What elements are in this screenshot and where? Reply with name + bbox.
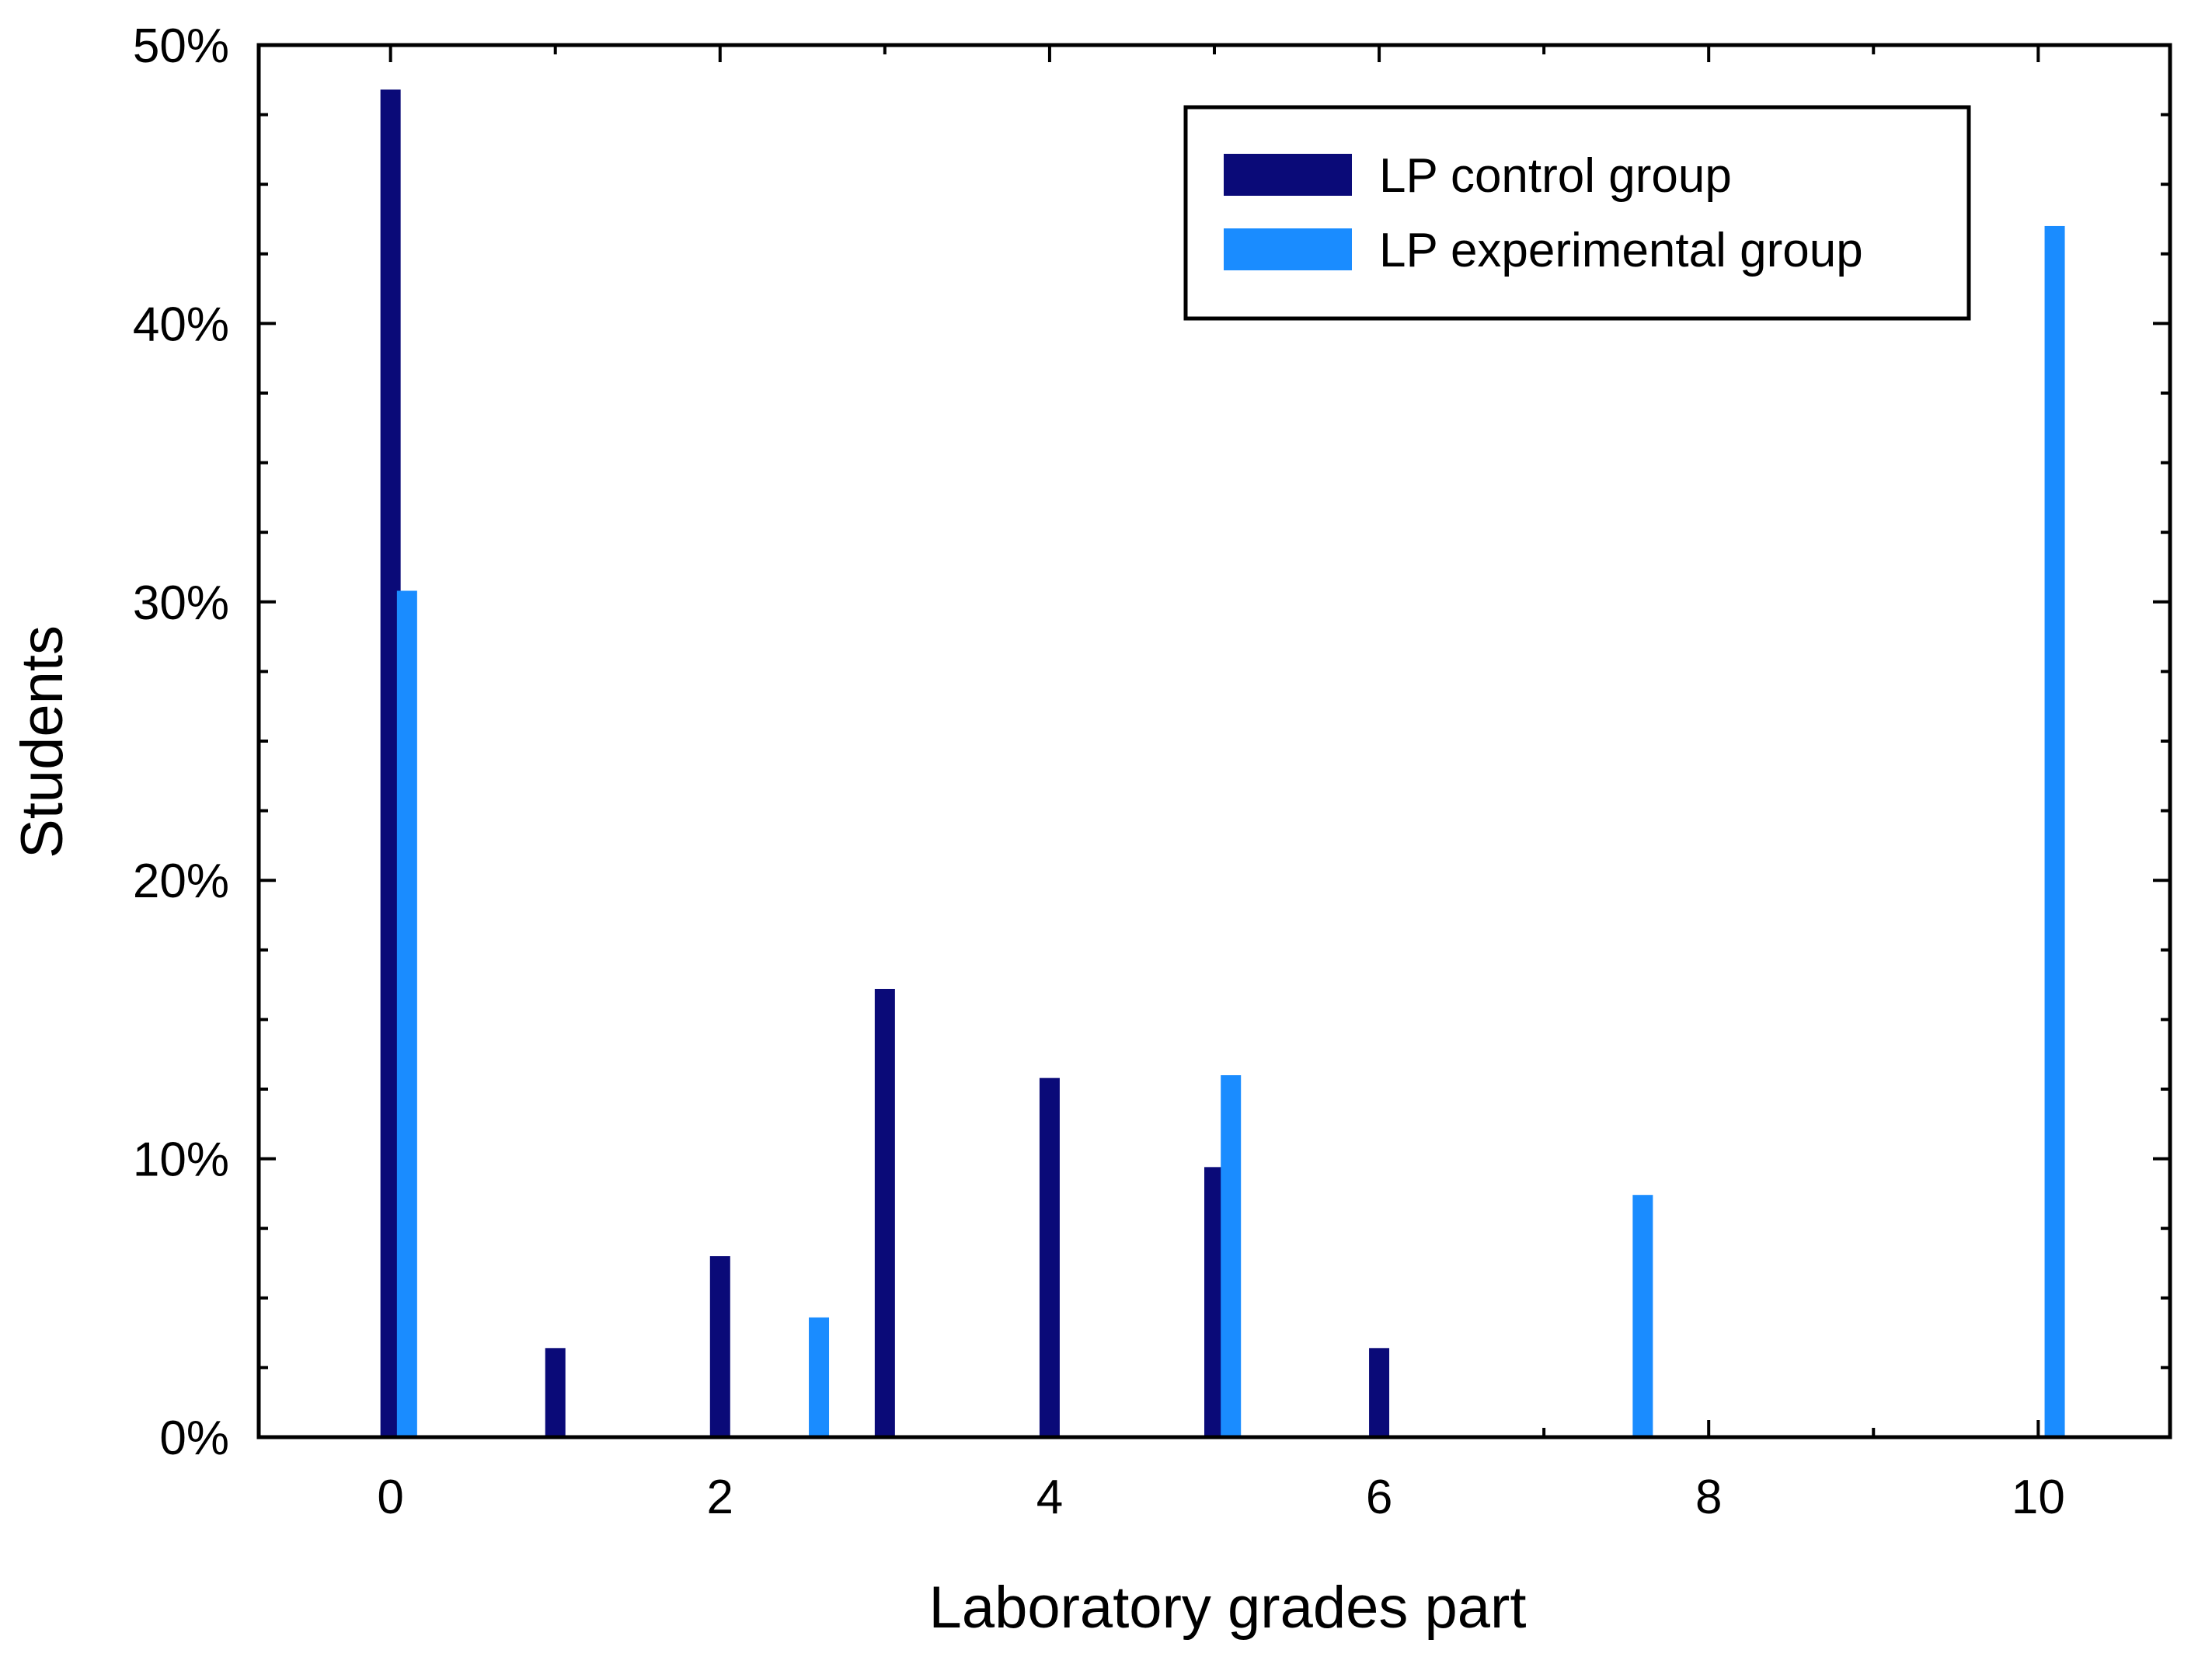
x-tick-label: 4 xyxy=(1036,1471,1063,1524)
y-tick-label: 40% xyxy=(133,298,229,351)
legend-swatch-experimental xyxy=(1224,228,1352,270)
bar-control xyxy=(545,1348,566,1437)
x-tick-label: 10 xyxy=(2012,1471,2065,1524)
y-tick-label: 0% xyxy=(159,1412,229,1465)
bar-experimental xyxy=(809,1317,830,1437)
bar-control xyxy=(1039,1077,1060,1437)
legend-label-control: LP control group xyxy=(1379,149,1732,203)
bar-experimental xyxy=(2044,225,2065,1438)
y-tick-label: 30% xyxy=(133,576,229,630)
plot-frame xyxy=(256,43,2172,1439)
bar-control xyxy=(1369,1348,1390,1437)
bars xyxy=(380,89,2065,1438)
bar-control xyxy=(874,988,895,1437)
legend: LP control group LP experimental group xyxy=(1183,105,1971,321)
bar-experimental xyxy=(1632,1195,1653,1437)
legend-label-experimental: LP experimental group xyxy=(1379,224,1863,277)
y-tick-label: 20% xyxy=(133,855,229,908)
bar-control xyxy=(709,1256,730,1437)
legend-swatch-control xyxy=(1224,154,1352,196)
y-axis-title: Students xyxy=(9,625,75,858)
bar-experimental xyxy=(1221,1075,1242,1437)
x-tick-label: 6 xyxy=(1366,1471,1392,1524)
tick-labels: 0% 10% 20% 30% 40% 50% 0 2 4 6 8 10 xyxy=(133,19,2065,1524)
x-tick-label: 8 xyxy=(1695,1471,1722,1524)
x-tick-label: 2 xyxy=(707,1471,733,1524)
legend-box xyxy=(1183,105,1971,321)
bar-experimental xyxy=(396,590,417,1437)
x-axis-title: Laboratory grades part xyxy=(929,1575,1527,1641)
y-tick-label: 10% xyxy=(133,1133,229,1187)
y-tick-label: 50% xyxy=(133,19,229,73)
x-tick-label: 0 xyxy=(377,1471,403,1524)
